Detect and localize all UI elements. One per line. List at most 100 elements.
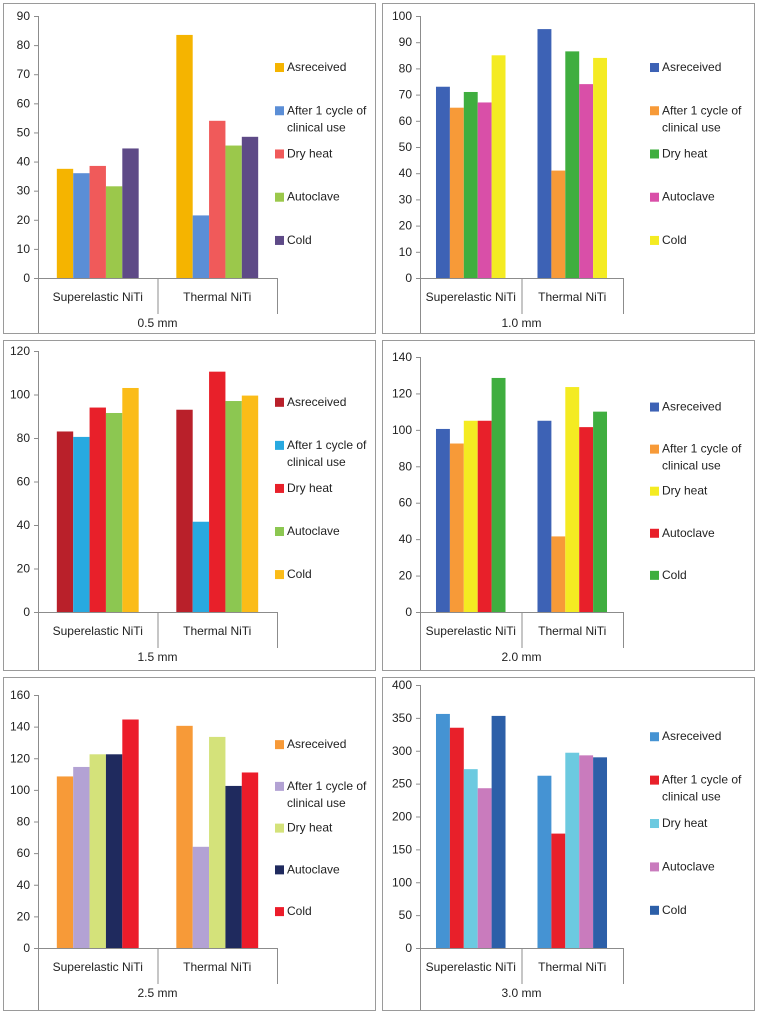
legend-label: Cold [287,904,312,918]
bar [56,431,74,612]
y-tick-label: 20 [17,213,31,227]
y-tick-label: 60 [17,475,31,489]
legend-label: Cold [662,903,687,917]
legend-label: Asreceived [287,60,346,74]
bar [477,420,492,612]
chart-panel-1: 0 10 20 30 40 50 60 70 80 90 100 Superelastic NiTi T… [382,3,755,334]
legend-label: Cold [662,568,687,582]
legend-swatch [275,397,284,407]
y-tick-label: 120 [10,751,30,765]
legend-label: Cold [662,233,687,247]
legend-label: clinical use [287,120,346,134]
bar [56,776,74,948]
y-tick-label: 20 [399,569,413,583]
legend-label: clinical use [662,120,721,134]
legend-label: Autoclave [287,862,340,876]
legend-swatch [650,732,659,742]
bar [73,173,90,278]
bar [105,186,123,278]
bar [491,377,506,612]
bar [449,107,464,278]
legend-swatch [650,528,659,538]
chart-panel-4: 0 20 40 60 80 100 120 140 160 Superelastic NiTi Th… [3,677,376,1011]
bar [491,55,506,278]
chart-panel-0: 0 10 20 30 40 50 60 70 80 90 Superelastic NiTi Ther… [3,3,376,334]
category-label: Thermal NiTi [183,290,251,304]
bar [579,427,594,612]
y-tick-label: 20 [399,219,413,233]
legend-label: Dry heat [287,481,333,495]
chart-title: 1.0 mm [501,316,541,330]
legend-label: Asreceived [662,729,721,743]
bar [192,846,210,948]
legend-swatch [275,63,284,73]
legend-swatch [275,823,284,833]
y-tick-label: 50 [399,908,413,922]
legend-swatch [275,149,284,159]
y-tick-label: 70 [17,67,31,81]
y-tick-label: 400 [392,678,412,692]
y-tick-label: 100 [10,388,30,402]
y-tick-label: 10 [399,245,413,259]
legend-swatch [275,106,284,116]
legend-label: Dry heat [662,484,708,498]
bar [176,409,193,612]
y-tick-label: 90 [399,35,413,49]
legend-label: Dry heat [662,146,708,160]
legend-swatch [650,819,659,829]
legend-label: After 1 cycle of [287,103,367,117]
category-label: Superelastic NiTi [53,290,143,304]
bar [449,443,464,612]
y-tick-label: 0 [23,941,30,955]
category-label: Superelastic NiTi [53,960,143,974]
legend-swatch [650,444,659,454]
bar [579,755,594,948]
bar [73,766,90,948]
legend-swatch [275,527,284,537]
y-tick-label: 50 [399,140,413,154]
y-tick-label: 10 [17,242,31,256]
bar [491,715,506,948]
y-tick-label: 150 [392,842,412,856]
y-tick-label: 40 [399,166,413,180]
chart-panel-3: 0 20 40 60 80 100 120 140 Superelastic NiTi Therm… [382,340,755,671]
y-tick-label: 250 [392,777,412,791]
legend-label: clinical use [662,459,721,473]
bar [463,91,478,278]
y-tick-label: 0 [23,605,30,619]
legend-swatch [275,192,284,202]
y-tick-label: 0 [23,271,30,285]
chart-title: 2.0 mm [501,650,541,664]
y-tick-label: 40 [17,878,31,892]
bar [551,833,566,948]
legend-swatch [275,740,284,750]
legend-swatch [650,63,659,73]
bar [551,170,566,278]
bar [225,401,242,612]
legend-label: Autoclave [287,190,340,204]
legend-swatch [275,907,284,917]
bar [565,51,580,279]
legend-swatch [275,781,284,791]
category-label: Thermal NiTi [538,960,606,974]
legend-swatch [650,862,659,872]
chart-panel-2: 0 20 40 60 80 100 120 Superelastic NiTi Thermal … [3,340,376,671]
y-tick-label: 0 [405,271,412,285]
legend-label: Asreceived [287,737,346,751]
y-tick-label: 60 [17,846,31,860]
legend-swatch [650,235,659,245]
bar [593,757,608,948]
bar [122,148,139,278]
bar [209,371,226,612]
legend-swatch [650,192,659,202]
category-label: Thermal NiTi [183,624,251,638]
bar [579,84,594,279]
bar [89,754,106,948]
y-tick-label: 140 [10,720,30,734]
y-tick-label: 20 [17,909,31,923]
y-tick-label: 40 [399,532,413,546]
category-label: Superelastic NiTi [426,960,516,974]
bar [105,412,123,612]
legend-label: Dry heat [287,146,333,160]
y-tick-label: 100 [392,875,412,889]
